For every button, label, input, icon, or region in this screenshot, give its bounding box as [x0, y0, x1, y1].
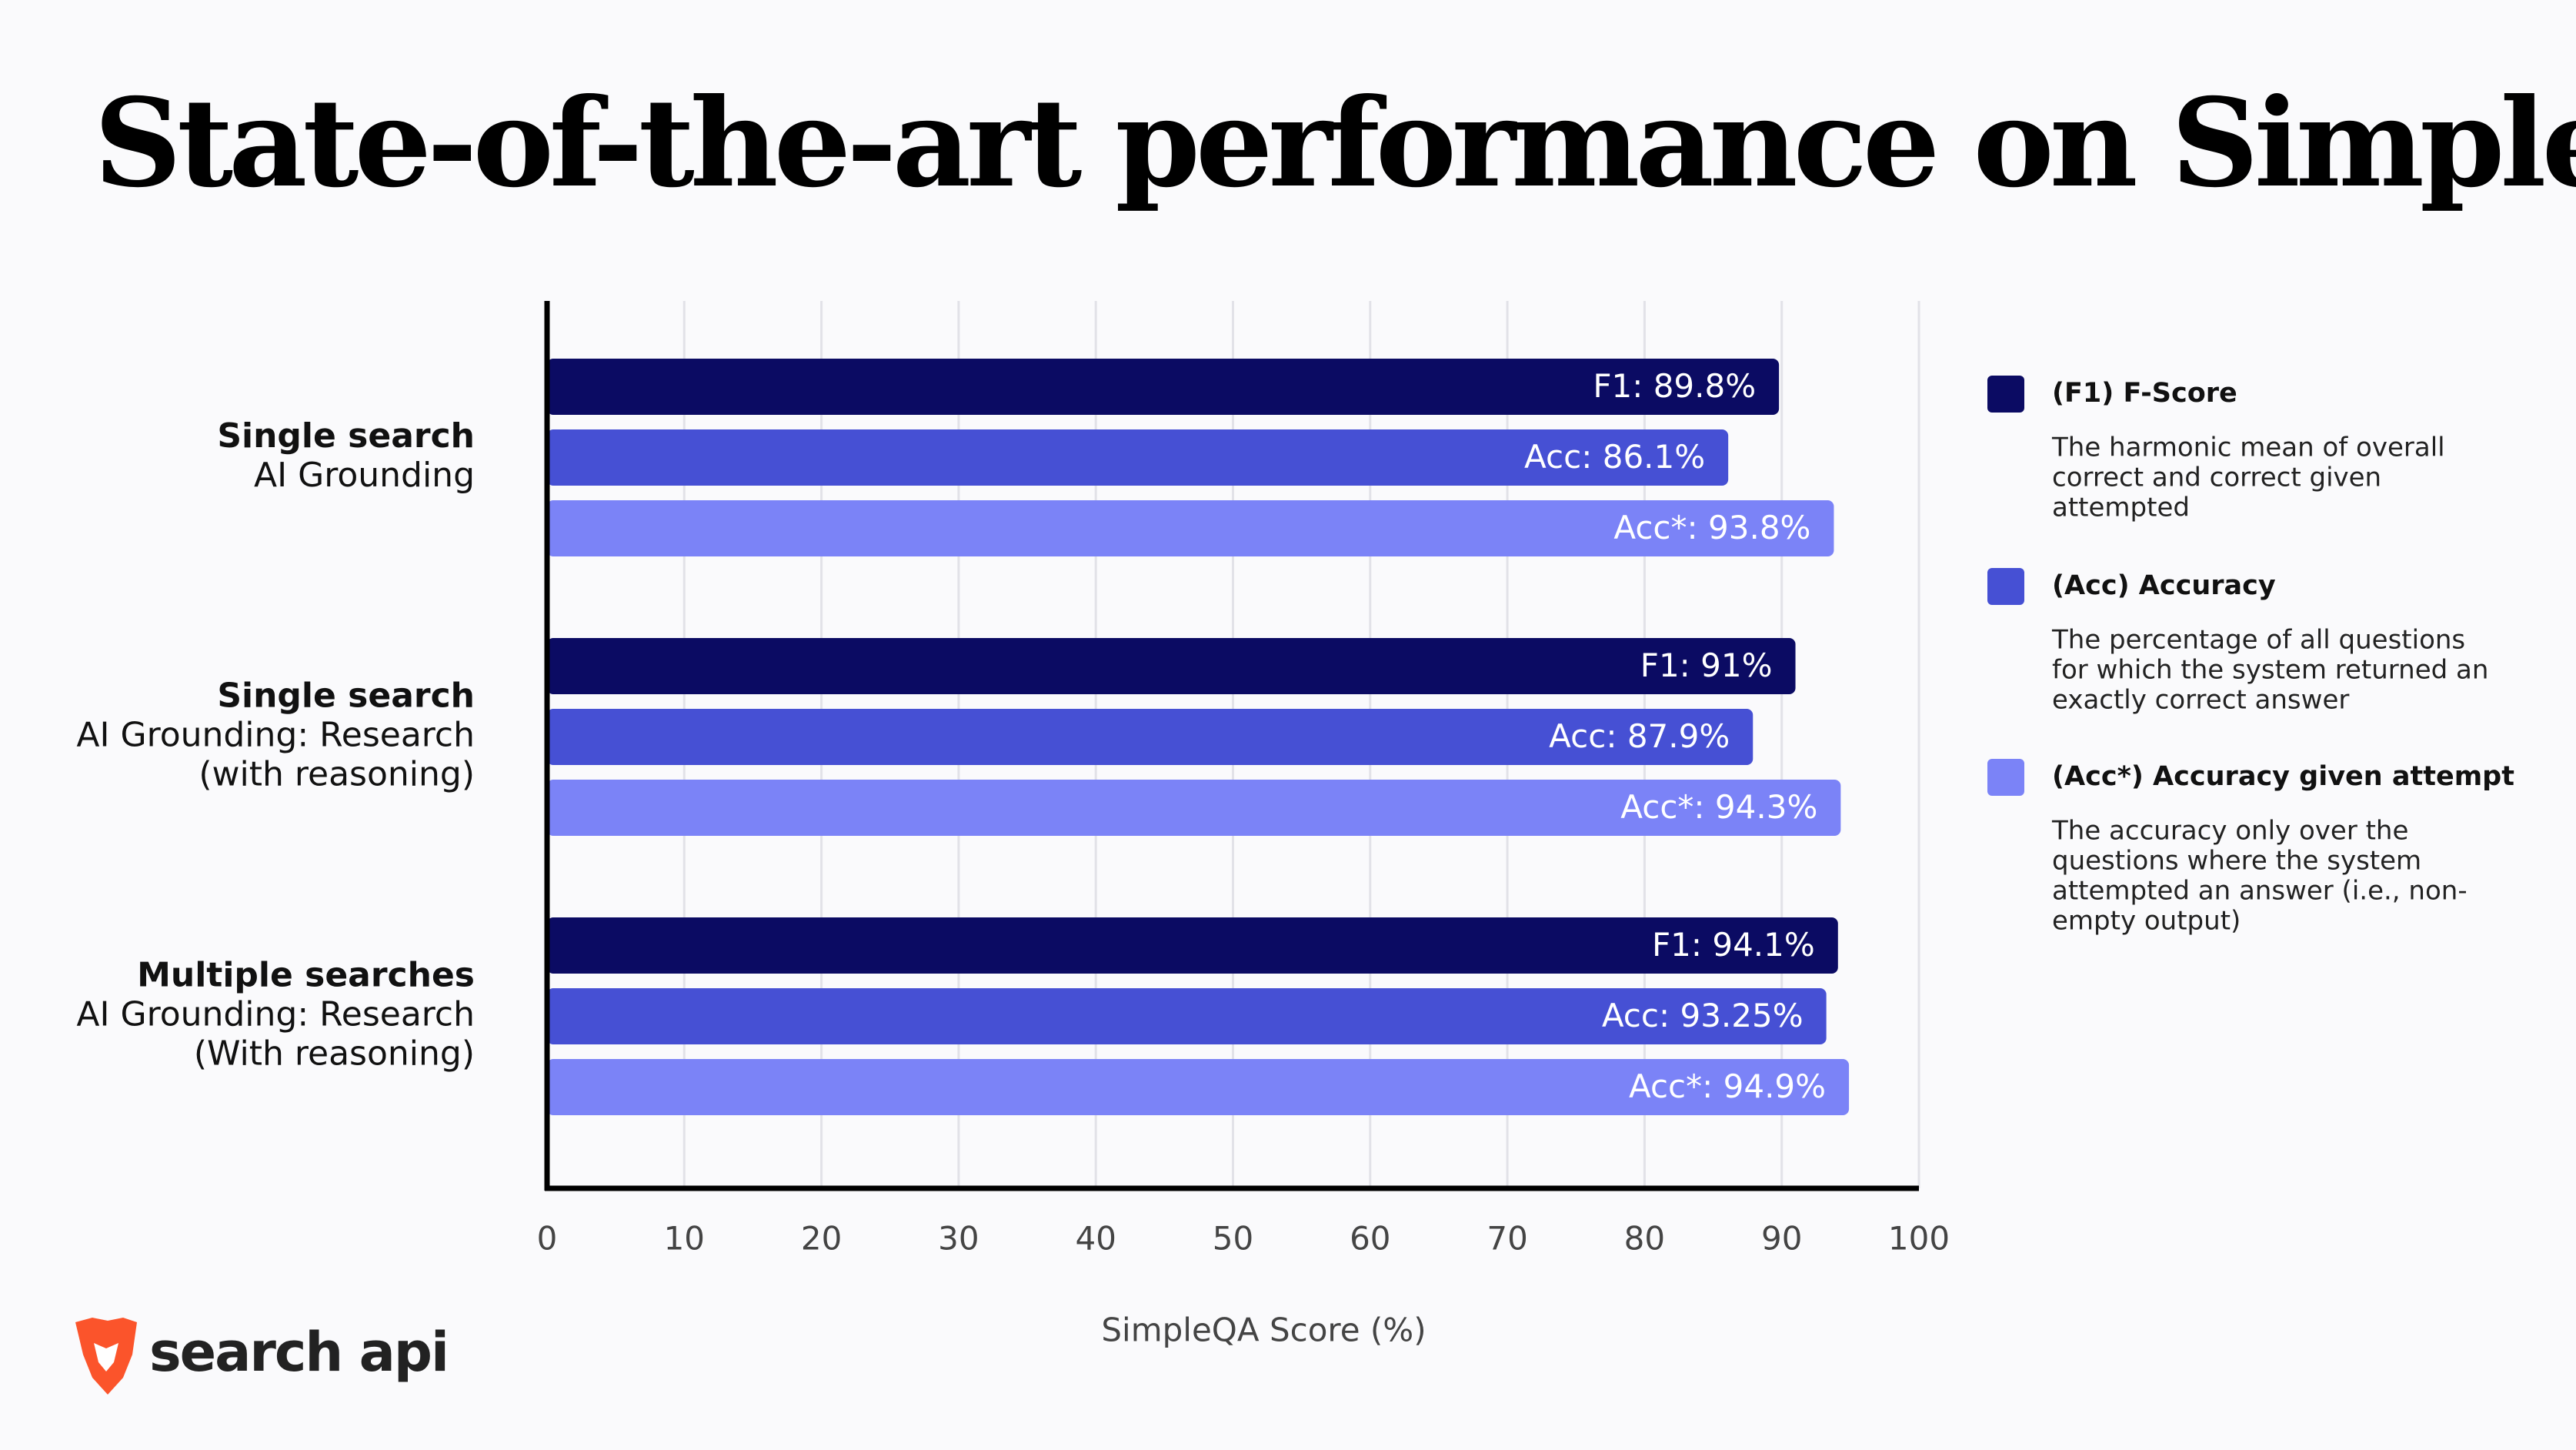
brand: search api	[149, 1321, 448, 1384]
legend-description: questions where the system	[2052, 846, 2421, 877]
category-title: Single search	[217, 677, 475, 716]
legend-label: (Acc) Accuracy	[2052, 570, 2276, 601]
bar	[547, 359, 1780, 415]
value-label: Acc*: 93.8%	[1613, 509, 1810, 546]
bar	[547, 1059, 1850, 1115]
legend-swatch	[1987, 376, 2024, 413]
x-tick-label: 70	[1487, 1220, 1527, 1258]
legend-label: (Acc*) Accuracy given attempt	[2052, 761, 2514, 792]
category-label: (with reasoning)	[199, 755, 475, 794]
bar	[547, 429, 1729, 486]
bar	[547, 988, 1827, 1044]
x-tick-label: 10	[664, 1220, 705, 1258]
value-label: Acc: 86.1%	[1524, 438, 1705, 476]
value-label: F1: 94.1%	[1652, 926, 1815, 964]
value-label: F1: 89.8%	[1593, 367, 1756, 405]
value-label: Acc*: 94.9%	[1629, 1067, 1826, 1105]
legend-description: correct and correct given	[2052, 463, 2381, 493]
x-tick-label: 100	[1888, 1220, 1950, 1258]
legend-label: (F1) F-Score	[2052, 378, 2237, 409]
category-label: AI Grounding: Research	[76, 995, 475, 1034]
logo: search api	[75, 1318, 449, 1395]
x-tick-label: 30	[938, 1220, 979, 1258]
x-tick-label: 60	[1350, 1220, 1390, 1258]
legend-description: for which the system returned an	[2052, 655, 2488, 686]
legend-description: empty output)	[2052, 906, 2241, 937]
value-label: Acc*: 94.3%	[1620, 788, 1817, 826]
category-label: (With reasoning)	[194, 1034, 475, 1074]
x-tick-label: 80	[1624, 1220, 1665, 1258]
value-label: F1: 91%	[1640, 646, 1773, 684]
category-label: AI Grounding	[254, 456, 475, 495]
value-label: Acc: 93.25%	[1602, 997, 1804, 1034]
x-tick-label: 40	[1075, 1220, 1116, 1258]
value-label: Acc: 87.9%	[1549, 717, 1730, 755]
legend-swatch	[1987, 759, 2024, 796]
bar	[547, 500, 1834, 556]
category-title: Single search	[217, 416, 475, 456]
legend-description: The accuracy only over the	[2051, 816, 2408, 847]
x-axis-label: SimpleQA Score (%)	[1101, 1311, 1426, 1349]
legend-description: attempted an answer (i.e., non-	[2052, 876, 2468, 907]
legend-description: The harmonic mean of overall	[2051, 433, 2445, 463]
legend-description: The percentage of all questions	[2051, 625, 2465, 656]
x-tick-label: 90	[1761, 1220, 1802, 1258]
legend-swatch	[1987, 568, 2024, 605]
category-title: Multiple searches	[137, 956, 475, 995]
x-tick-label: 50	[1213, 1220, 1253, 1258]
bar	[547, 917, 1838, 974]
bar	[547, 709, 1753, 765]
chart-title: State-of-the-art performance on SimpleQA	[94, 72, 2576, 215]
bar	[547, 780, 1841, 836]
x-tick-label: 20	[801, 1220, 842, 1258]
legend-description: exactly correct answer	[2052, 685, 2349, 716]
legend-description: attempted	[2052, 493, 2190, 523]
bar	[547, 638, 1796, 694]
category-label: AI Grounding: Research	[76, 716, 475, 755]
logo-icon-detail	[94, 1343, 118, 1371]
x-tick-label: 0	[537, 1220, 558, 1258]
